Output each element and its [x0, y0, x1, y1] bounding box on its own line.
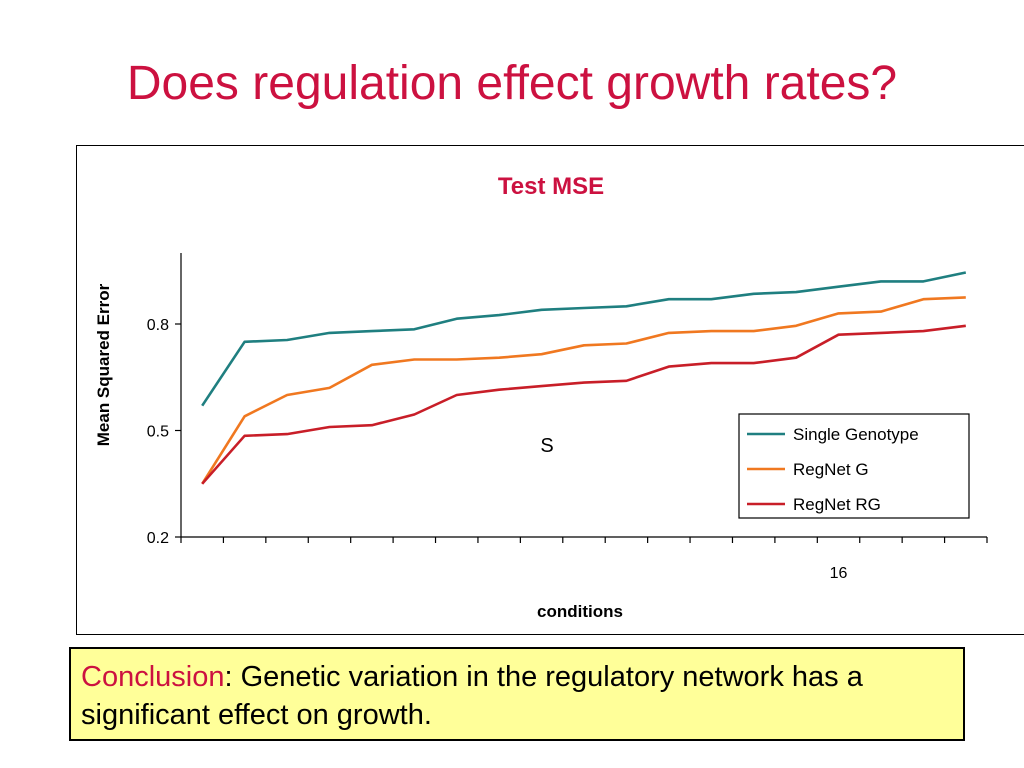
conclusion-label: Conclusion — [81, 661, 225, 693]
legend-label: RegNet G — [793, 460, 869, 479]
chart-title: Test MSE — [498, 173, 604, 200]
x-tick-label: 16 — [830, 565, 848, 582]
series-line-2 — [201, 296, 966, 485]
legend-box — [738, 413, 970, 519]
x-axis-label: conditions — [537, 602, 623, 621]
legend: Single Genotype RegNet G RegNet RG — [738, 413, 970, 519]
legend-label: RegNet RG — [793, 495, 881, 514]
axes: 0.2 0.5 0.8 16 — [147, 253, 988, 582]
conclusion-box: Conclusion: Genetic variation in the reg… — [69, 647, 965, 741]
chart-frame: Test MSE Mean Squared Error conditions S… — [76, 145, 1024, 635]
legend-label: Single Genotype — [793, 425, 919, 444]
y-tick-label: 0.2 — [147, 530, 169, 547]
y-tick-label: 0.5 — [147, 424, 169, 441]
line-chart: Test MSE Mean Squared Error conditions S… — [94, 173, 988, 621]
y-tick-label: 0.8 — [147, 317, 169, 334]
y-axis-label: Mean Squared Error — [94, 283, 113, 446]
chart-annotation: S — [540, 435, 553, 457]
conclusion-text: : Genetic variation in the regulatory ne… — [81, 661, 863, 731]
series-line-3 — [201, 324, 966, 485]
slide-title: Does regulation effect growth rates? — [126, 57, 898, 110]
plot-series — [201, 271, 967, 485]
series-line-1 — [201, 271, 967, 407]
